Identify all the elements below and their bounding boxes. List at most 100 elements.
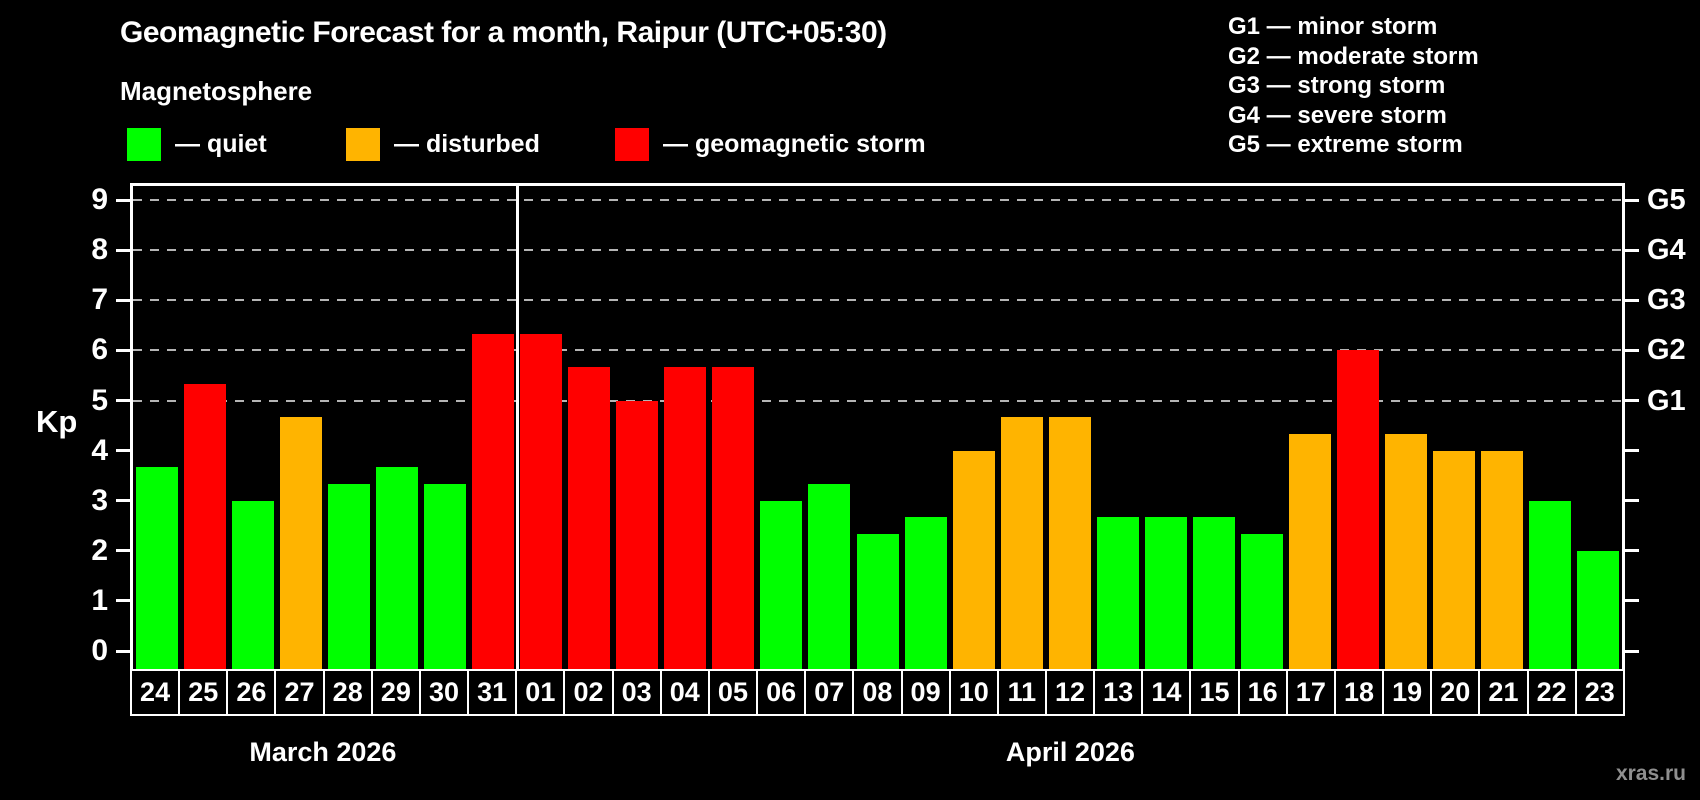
kp-bar-april-10 — [952, 450, 995, 669]
y-axis-label-1: 1 — [91, 583, 108, 617]
date-cell-march-30: 30 — [420, 671, 470, 714]
month-separator-line — [515, 186, 519, 669]
kp-bar-march-31 — [472, 333, 515, 669]
kp-bar-april-15 — [1192, 517, 1235, 669]
kp-bar-march-29 — [376, 467, 419, 669]
month-label-march: March 2026 — [249, 737, 397, 767]
date-cell-april-15: 15 — [1191, 671, 1240, 714]
quiet-color-swatch — [127, 127, 161, 161]
date-cell-march-24: 24 — [132, 671, 181, 714]
date-cell-april-06: 06 — [758, 671, 807, 714]
y-axis-tick-3 — [116, 499, 130, 503]
date-cell-april-04: 04 — [661, 671, 710, 714]
kp-bar-april-05 — [712, 366, 755, 669]
kp-bar-april-23 — [1576, 550, 1619, 669]
kp-bar-april-07 — [808, 484, 851, 669]
gridline-kp5 — [133, 399, 1622, 402]
y-axis-tick-9 — [116, 198, 130, 202]
date-cell-march-26: 26 — [228, 671, 277, 714]
xras-watermark: xras.ru — [1615, 762, 1686, 785]
date-cell-april-05: 05 — [709, 671, 759, 714]
g-legend-item-g1: G1 — minor storm — [1228, 13, 1438, 40]
date-cell-april-14: 14 — [1143, 671, 1192, 714]
date-cell-april-21: 21 — [1480, 671, 1529, 714]
kp-bar-april-01 — [520, 333, 563, 669]
y-axis-label-9: 9 — [91, 183, 108, 217]
date-cell-april-11: 11 — [998, 671, 1047, 714]
kp-bar-april-09 — [904, 517, 947, 669]
kp-bar-april-12 — [1048, 417, 1091, 669]
right-axis-tick-9 — [1625, 198, 1639, 202]
date-cell-april-09: 09 — [902, 671, 951, 714]
legend-item-disturbed: — disturbed — [346, 127, 540, 161]
y-axis-tick-1 — [116, 599, 130, 603]
date-cell-april-19: 19 — [1384, 671, 1433, 714]
date-cell-march-27: 27 — [276, 671, 325, 714]
y-axis-label-4: 4 — [91, 433, 108, 467]
kp-bar-march-30 — [424, 484, 467, 669]
y-axis-tick-7 — [116, 298, 130, 302]
kp-bar-april-17 — [1288, 434, 1331, 669]
date-cell-april-22: 22 — [1528, 671, 1577, 714]
date-cell-april-02: 02 — [565, 671, 614, 714]
right-axis-tick-8 — [1625, 248, 1639, 252]
y-axis-title-kp: Kp — [36, 404, 78, 439]
kp-chart-plot-area — [130, 183, 1625, 669]
gridline-kp6 — [133, 349, 1622, 352]
g-axis-label-g3: G3 — [1647, 284, 1686, 317]
legend-quiet-label: — quiet — [175, 129, 267, 158]
date-cell-april-07: 07 — [806, 671, 855, 714]
date-cell-april-12: 12 — [1046, 671, 1096, 714]
y-axis-label-0: 0 — [91, 634, 108, 667]
month-label-april: April 2026 — [1005, 737, 1135, 767]
date-cell-march-25: 25 — [180, 671, 229, 714]
kp-bar-april-04 — [664, 366, 707, 669]
right-axis-tick-1 — [1625, 599, 1639, 603]
date-cell-april-08: 08 — [854, 671, 903, 714]
right-axis-tick-5 — [1625, 399, 1639, 402]
right-axis-tick-2 — [1625, 549, 1639, 553]
date-cell-april-01: 01 — [517, 671, 566, 714]
date-cell-april-13: 13 — [1095, 671, 1144, 714]
y-axis-label-5: 5 — [91, 383, 108, 417]
disturbed-color-swatch — [346, 127, 380, 161]
right-axis-tick-7 — [1625, 298, 1639, 302]
kp-bar-april-08 — [856, 534, 899, 669]
y-axis-label-8: 8 — [91, 233, 108, 267]
right-axis-tick-0 — [1625, 649, 1639, 653]
y-axis-label-6: 6 — [91, 333, 108, 367]
kp-bar-march-24 — [136, 467, 179, 669]
kp-bar-april-20 — [1432, 450, 1475, 669]
y-axis-tick-4 — [116, 449, 130, 453]
y-axis-tick-5 — [116, 399, 130, 402]
kp-bar-march-25 — [184, 383, 227, 669]
g-axis-label-g2: G2 — [1647, 334, 1686, 367]
g-axis-label-g1: G1 — [1647, 384, 1686, 417]
storm-color-swatch — [615, 127, 649, 161]
date-cell-april-18: 18 — [1335, 671, 1385, 714]
g-legend-item-g2: G2 — moderate storm — [1228, 42, 1479, 70]
date-cell-april-03: 03 — [613, 671, 662, 714]
g-axis-label-g5: G5 — [1647, 184, 1686, 217]
page-title: Geomagnetic Forecast for a month, Raipur… — [120, 16, 887, 49]
kp-bar-april-14 — [1144, 517, 1187, 669]
date-cell-april-23: 23 — [1576, 671, 1623, 714]
date-cell-april-20: 20 — [1432, 671, 1481, 714]
legend-item-storm: — geomagnetic storm — [615, 127, 926, 161]
gridline-kp9 — [133, 199, 1622, 202]
kp-bar-april-13 — [1096, 517, 1139, 669]
date-axis-row: 24 25 26 27 28 29 30 31 01 02 03 04 05 06 07 08 09 10 11 12… — [130, 669, 1625, 716]
y-axis-label-7: 7 — [91, 283, 108, 317]
date-cell-april-17: 17 — [1287, 671, 1336, 714]
kp-bar-march-27 — [280, 417, 323, 669]
g-legend-item-g4: G4 — severe storm — [1228, 101, 1447, 129]
gridline-kp7 — [133, 299, 1622, 302]
date-cell-march-28: 28 — [324, 671, 373, 714]
kp-bar-april-19 — [1384, 434, 1427, 669]
magnetosphere-subtitle: Magnetosphere — [120, 76, 313, 106]
y-axis-tick-0 — [116, 649, 130, 653]
kp-bar-april-18 — [1336, 350, 1379, 669]
legend-disturbed-label: — disturbed — [394, 129, 540, 158]
kp-bar-april-16 — [1240, 534, 1283, 669]
